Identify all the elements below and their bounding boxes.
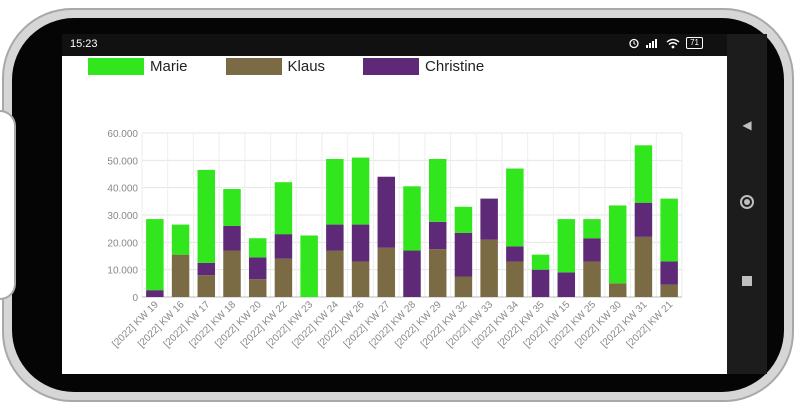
battery-icon: 71 [686, 37, 703, 49]
alarm-icon [629, 38, 639, 49]
navigation-bar: ◀ [727, 34, 767, 374]
bar-segment-klaus [197, 275, 216, 297]
bar-segment-marie [506, 168, 524, 247]
legend-label-klaus: Klaus [287, 58, 326, 75]
bar-segment-christine [506, 246, 524, 262]
bar-segment-klaus [171, 254, 190, 297]
bar-segment-klaus [608, 283, 627, 297]
x-tick-label: [2022] KW 21 [625, 299, 676, 350]
bar-segment-marie [274, 182, 293, 235]
recents-square-icon[interactable] [727, 274, 767, 292]
bar-segment-marie [248, 238, 267, 258]
bar-segment-marie [608, 205, 627, 284]
legend-label-marie: Marie [150, 58, 188, 75]
bar-segment-klaus [248, 279, 267, 297]
bar-segment-marie [583, 219, 601, 239]
bar-segment-klaus [634, 236, 653, 297]
bar-segment-christine [248, 257, 267, 280]
bar-segment-christine [583, 238, 601, 262]
y-tick-label: 50.000 [107, 156, 138, 167]
legend-item-marie[interactable]: Marie [88, 58, 188, 75]
bar-segment-christine [660, 261, 678, 285]
legend-item-klaus[interactable]: Klaus [225, 58, 326, 75]
home-circle-icon[interactable] [727, 194, 767, 215]
bar-segment-klaus [351, 261, 370, 297]
y-tick-label: 40.000 [107, 184, 138, 195]
bar-segment-marie [351, 157, 370, 225]
bar-segment-klaus [480, 239, 498, 297]
bar-segment-klaus [274, 258, 293, 297]
bar-segment-christine [377, 176, 396, 248]
status-bar: 15:23 71 [62, 34, 727, 56]
bar-segment-marie [197, 169, 216, 263]
bar-segment-marie [531, 254, 550, 270]
bar-segment-marie [403, 186, 421, 251]
bar-segment-klaus [454, 276, 473, 297]
back-triangle-icon[interactable]: ◀ [742, 118, 752, 132]
y-tick-label: 20.000 [107, 238, 138, 249]
chart-legend: Marie Klaus Christine [88, 58, 484, 75]
legend-label-christine: Christine [425, 58, 485, 75]
bar-segment-christine [480, 198, 498, 240]
bar-segment-klaus [583, 261, 601, 297]
bar-segment-marie [146, 219, 164, 291]
bar-segment-klaus [377, 247, 396, 297]
signal-icon [646, 39, 658, 48]
bar-segment-marie [428, 158, 447, 222]
y-tick-label: 0 [132, 293, 138, 304]
bar-segment-klaus [223, 250, 241, 297]
legend-swatch-marie [88, 58, 144, 75]
status-time: 15:23 [70, 38, 98, 50]
bar-segment-klaus [660, 284, 678, 297]
bar-segment-marie [326, 158, 344, 225]
bar-segment-christine [326, 224, 344, 251]
bar-segment-marie [171, 224, 190, 255]
bar-segment-marie [223, 189, 241, 226]
bar-segment-christine [634, 202, 653, 237]
bar-segment-christine [454, 232, 473, 277]
bar-segment-marie [300, 235, 318, 297]
bar-segment-klaus [326, 250, 344, 297]
bar-segment-christine [351, 224, 370, 262]
bar-segment-marie [557, 219, 576, 273]
status-icons: 71 [628, 37, 703, 49]
y-tick-label: 60.000 [107, 129, 138, 140]
bar-segment-marie [634, 145, 653, 203]
bar-segment-christine [557, 272, 576, 297]
bar-segment-christine [403, 250, 421, 297]
wifi-icon [666, 38, 680, 48]
y-tick-label: 10.000 [107, 266, 138, 277]
bar-segment-christine [197, 262, 216, 276]
y-tick-label: 30.000 [107, 211, 138, 222]
bar-segment-klaus [428, 249, 447, 297]
bar-segment-christine [274, 234, 293, 259]
bar-segment-klaus [506, 261, 524, 297]
bar-segment-christine [428, 221, 447, 250]
legend-swatch-klaus [225, 58, 282, 75]
bar-segment-marie [454, 206, 473, 233]
bar-segment-christine [146, 290, 164, 297]
bar-segment-christine [531, 269, 550, 297]
legend-item-christine[interactable]: Christine [363, 58, 484, 75]
bar-segment-marie [660, 198, 678, 262]
bar-segment-christine [223, 225, 241, 251]
legend-swatch-christine [363, 58, 420, 75]
